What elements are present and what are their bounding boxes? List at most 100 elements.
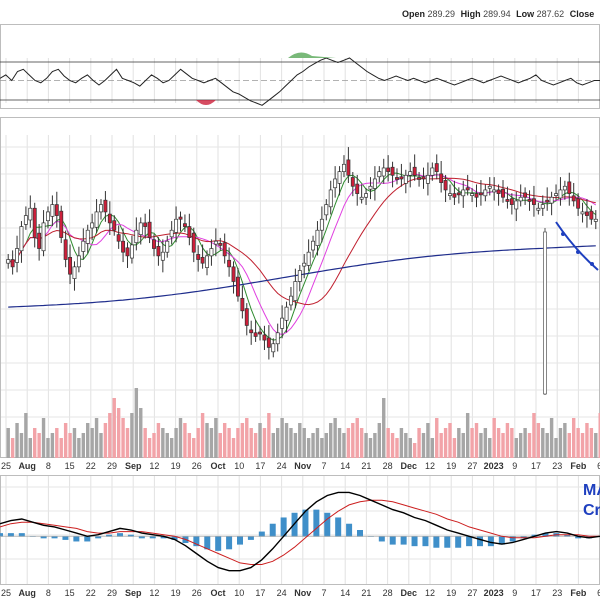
macd-line (0, 491, 600, 572)
candle-body (68, 256, 73, 275)
volume-bar (143, 428, 147, 458)
x-tick-label: 24 (277, 461, 287, 471)
x-tick-label: 26 (192, 588, 202, 598)
candle-body (125, 247, 130, 257)
candle-body (231, 266, 236, 282)
candle-body (253, 332, 258, 337)
volume-bar (289, 428, 293, 458)
macd-histogram-bar (411, 536, 418, 547)
x-tick-label: 19 (171, 461, 181, 471)
macd-histogram-bar (215, 536, 222, 551)
candle-body (85, 229, 90, 244)
volume-bars (6, 388, 600, 458)
rsi-overbought-fill (288, 52, 336, 58)
volume-bar (386, 428, 390, 458)
x-tick-label: 9 (512, 461, 517, 471)
rsi-panel (0, 52, 600, 106)
macd-histogram-bar (106, 534, 113, 537)
candle-body (169, 229, 174, 238)
candle-body (492, 189, 497, 193)
volume-bar (435, 418, 439, 458)
x-tick-label: Aug (18, 588, 36, 598)
high-value: 289.94 (483, 9, 511, 19)
candle-body (15, 248, 19, 263)
candle-body (205, 255, 209, 268)
macd-histogram-bar (466, 536, 473, 547)
candle-body (403, 174, 408, 184)
macd-histogram-bar (498, 536, 505, 545)
candle-body (90, 222, 95, 229)
volume-bar (359, 428, 364, 458)
x-tick-label: 23 (552, 588, 562, 598)
volume-bar (116, 408, 121, 458)
volume-bar (81, 433, 86, 458)
volume-bar (549, 418, 554, 458)
candle-body (280, 317, 285, 329)
ma-200-line (8, 245, 596, 308)
macd-histogram-bar (346, 523, 353, 537)
volume-bar (483, 428, 488, 458)
candle-body (496, 189, 501, 194)
macd-histogram-bar (62, 536, 69, 540)
volume-bar (139, 408, 143, 458)
candle-body (266, 337, 271, 348)
volume-bar (505, 423, 510, 458)
candle-body (165, 240, 170, 253)
macd-histogram-bar (564, 534, 571, 537)
candle-body (540, 204, 545, 209)
macd-histogram-bar (433, 536, 440, 548)
x-tick-label: 22 (86, 461, 96, 471)
macd-x-axis: 25 Aug 8 15 22 29 Sep 12 19 26 Oct 10 17 24 Nov 7 14 21 28… (1, 588, 600, 598)
candle-body (562, 185, 567, 191)
macd-histogram-bar (280, 517, 287, 537)
macd-histogram-bar (477, 536, 483, 547)
candle-body (19, 226, 24, 252)
volume-bar (337, 428, 342, 458)
candle-body (121, 240, 126, 253)
volume-bar (510, 428, 514, 458)
volume-bar (121, 418, 125, 458)
candle-body (523, 192, 528, 198)
candle-body (368, 185, 373, 190)
macd-signal-line (0, 499, 600, 565)
volume-bar (421, 433, 426, 458)
x-tick-label: Aug (18, 461, 36, 471)
x-tick-label: 27 (467, 461, 477, 471)
volume-bar (262, 428, 267, 458)
volume-bar (152, 433, 156, 458)
candle-body (37, 232, 42, 249)
candlesticks (6, 147, 598, 395)
candle-body (50, 204, 55, 217)
panel-frames (0, 24, 600, 585)
candle-body (589, 210, 594, 220)
candle-body (501, 188, 505, 198)
volume-bar (284, 423, 289, 458)
volume-bar (324, 433, 329, 458)
volume-bar (333, 418, 337, 458)
candle-body (258, 331, 262, 335)
volume-bar (448, 423, 452, 458)
candle-body (54, 204, 59, 216)
volume-bar (594, 433, 598, 458)
volume-bar (240, 423, 245, 458)
candle-body (293, 281, 298, 301)
volume-bar (545, 433, 549, 458)
volume-bar (72, 428, 77, 458)
volume-bar (452, 438, 457, 458)
x-tick-label: 12 (149, 461, 159, 471)
candle-body (302, 262, 307, 267)
x-tick-label: 26 (192, 461, 202, 471)
macd-histogram-bar (40, 536, 47, 539)
candle-body (452, 193, 457, 198)
volume-bar (443, 428, 448, 458)
macd-histogram-bar (95, 536, 102, 539)
volume-bar (77, 438, 81, 458)
candle-body (390, 166, 395, 176)
macd-histogram-bar (302, 509, 309, 537)
volume-bar (399, 428, 404, 458)
candle-body (333, 178, 338, 189)
candle-body (474, 193, 479, 198)
volume-bar (275, 428, 280, 458)
macd-histogram-bar (84, 536, 91, 542)
